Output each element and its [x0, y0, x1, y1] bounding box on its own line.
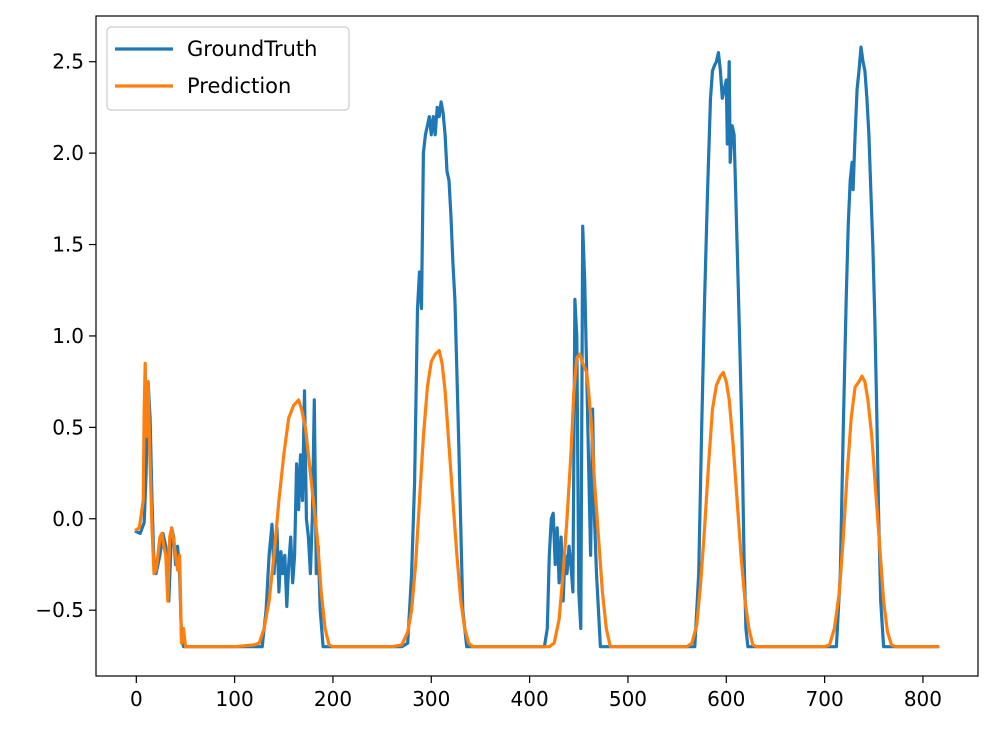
x-tick-label: 400	[511, 687, 549, 711]
y-tick-label: 1.0	[52, 324, 84, 348]
legend: GroundTruth Prediction	[106, 26, 350, 111]
series-line-prediction	[134, 349, 940, 649]
legend-label-groundtruth: GroundTruth	[187, 37, 317, 61]
y-tick-label: −0.5	[35, 598, 84, 622]
x-tick-label: 0	[130, 687, 143, 711]
y-tick-label: 2.5	[52, 50, 84, 74]
x-tick-label: 800	[904, 687, 942, 711]
y-tick-label: 2.0	[52, 141, 84, 165]
y-tick-label: 0.0	[52, 507, 84, 531]
series-layer	[134, 45, 940, 649]
y-tick-label: 1.5	[52, 233, 84, 257]
axes-frame	[95, 15, 979, 677]
x-tick-label: 200	[314, 687, 352, 711]
x-tick-label: 700	[806, 687, 844, 711]
x-tick-label: 300	[412, 687, 450, 711]
x-tick-label: 500	[609, 687, 647, 711]
legend-label-prediction: Prediction	[187, 74, 291, 98]
axes-layer: 0 100 200 300 400 500 600 700 800 −0.5 0.0 0.5 1.0 1.…	[35, 15, 979, 711]
x-tick-label: 600	[707, 687, 745, 711]
y-tick-label: 0.5	[52, 415, 84, 439]
x-tick-label: 100	[216, 687, 254, 711]
